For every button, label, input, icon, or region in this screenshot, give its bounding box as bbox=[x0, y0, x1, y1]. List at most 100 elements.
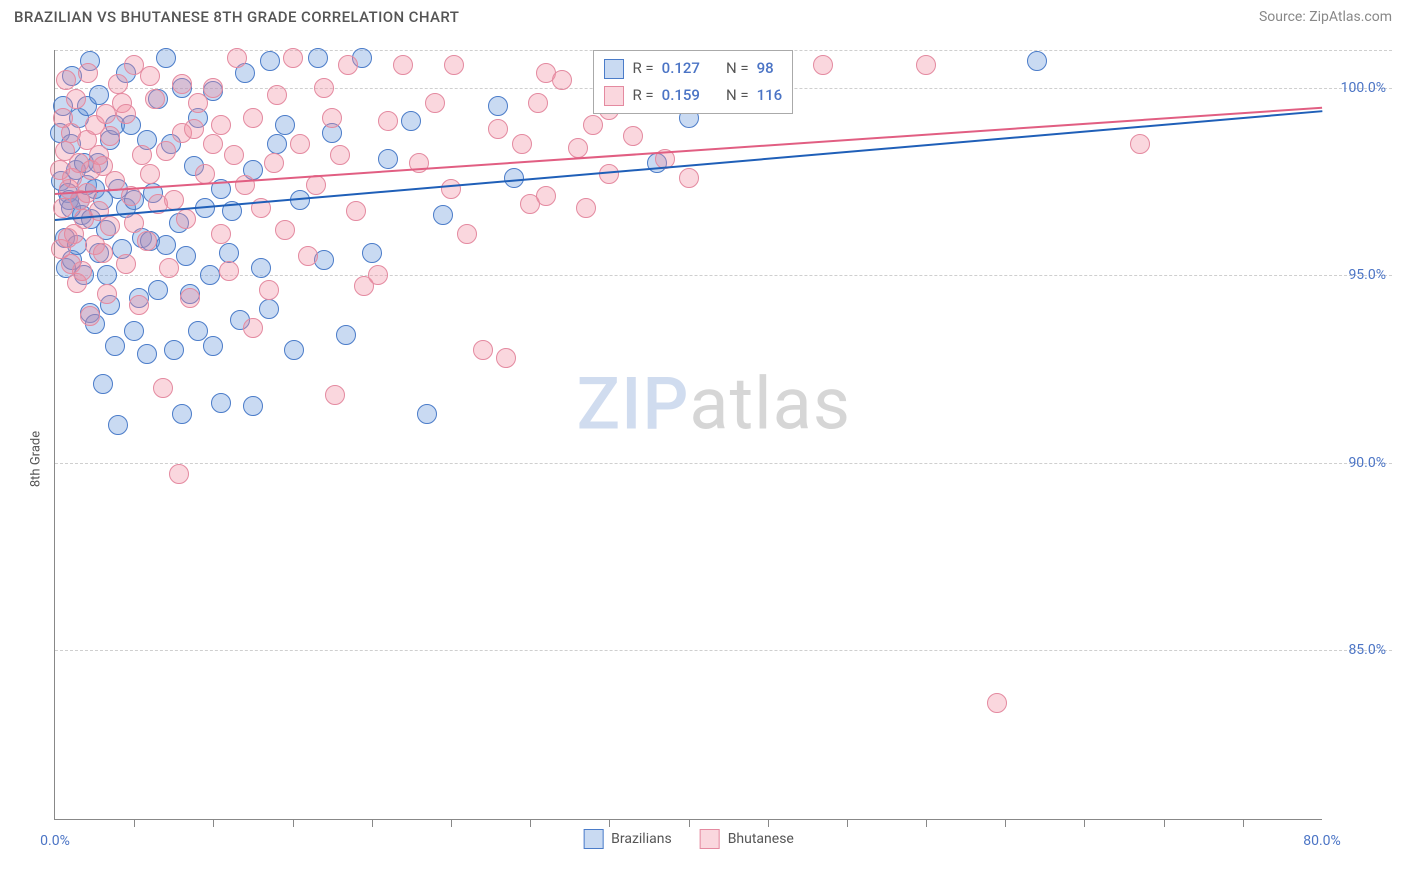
scatter-point bbox=[275, 115, 295, 135]
scatter-point bbox=[576, 198, 596, 218]
scatter-point bbox=[306, 175, 326, 195]
x-tick bbox=[293, 819, 294, 827]
scatter-point bbox=[378, 149, 398, 169]
scatter-point bbox=[259, 280, 279, 300]
scatter-point bbox=[1130, 134, 1150, 154]
scatter-point bbox=[314, 78, 334, 98]
scatter-point bbox=[172, 74, 192, 94]
legend-n-value: 98 bbox=[757, 55, 774, 82]
chart-title: BRAZILIAN VS BHUTANESE 8TH GRADE CORRELA… bbox=[14, 8, 459, 26]
legend-r-value: 0.127 bbox=[662, 55, 700, 82]
scatter-point bbox=[290, 134, 310, 154]
x-tick bbox=[1005, 819, 1006, 827]
scatter-point bbox=[97, 265, 117, 285]
scatter-point bbox=[100, 216, 120, 236]
scatter-point bbox=[188, 321, 208, 341]
x-tick bbox=[372, 819, 373, 827]
legend-series: Brazilians Bhutanese bbox=[583, 829, 794, 849]
legend-r-label: R = bbox=[632, 82, 653, 109]
scatter-point bbox=[444, 55, 464, 75]
x-tick bbox=[1243, 819, 1244, 827]
scatter-point bbox=[211, 115, 231, 135]
x-tick bbox=[609, 819, 610, 827]
scatter-point bbox=[813, 55, 833, 75]
legend-n-label: N = bbox=[726, 55, 749, 82]
scatter-point bbox=[284, 340, 304, 360]
scatter-point bbox=[362, 243, 382, 263]
scatter-point bbox=[401, 111, 421, 131]
scatter-point bbox=[188, 93, 208, 113]
scatter-point bbox=[264, 153, 284, 173]
scatter-point bbox=[176, 209, 196, 229]
x-tick bbox=[847, 819, 848, 827]
scatter-point bbox=[473, 340, 493, 360]
y-tick-label: 90.0% bbox=[1348, 455, 1386, 471]
scatter-point bbox=[89, 85, 109, 105]
scatter-point bbox=[583, 115, 603, 135]
scatter-point bbox=[56, 70, 76, 90]
x-tick-label: 80.0% bbox=[1303, 833, 1341, 849]
scatter-point bbox=[132, 145, 152, 165]
scatter-point bbox=[528, 93, 548, 113]
legend-item: Bhutanese bbox=[700, 829, 794, 849]
gridline-h bbox=[55, 463, 1392, 464]
scatter-point bbox=[552, 70, 572, 90]
scatter-point bbox=[488, 119, 508, 139]
scatter-point bbox=[219, 261, 239, 281]
x-tick bbox=[134, 819, 135, 827]
scatter-point bbox=[140, 164, 160, 184]
scatter-point bbox=[169, 464, 189, 484]
legend-swatch bbox=[604, 86, 624, 106]
scatter-point bbox=[488, 96, 508, 116]
scatter-point bbox=[393, 55, 413, 75]
scatter-point bbox=[338, 55, 358, 75]
scatter-point bbox=[172, 404, 192, 424]
scatter-point bbox=[176, 246, 196, 266]
x-tick-label: 0.0% bbox=[40, 833, 70, 849]
scatter-point bbox=[425, 93, 445, 113]
chart-container: 8th Grade ZIPatlas 85.0%90.0%95.0%100.0%… bbox=[14, 40, 1392, 878]
scatter-point bbox=[224, 145, 244, 165]
x-tick bbox=[1084, 819, 1085, 827]
scatter-point bbox=[159, 258, 179, 278]
scatter-point bbox=[148, 280, 168, 300]
scatter-point bbox=[433, 205, 453, 225]
scatter-point bbox=[116, 254, 136, 274]
legend-row: R =0.127N =98 bbox=[604, 55, 782, 82]
scatter-point bbox=[124, 213, 144, 233]
scatter-point bbox=[200, 265, 220, 285]
legend-swatch bbox=[700, 829, 720, 849]
scatter-point bbox=[78, 63, 98, 83]
legend-swatch bbox=[604, 59, 624, 79]
scatter-point bbox=[156, 141, 176, 161]
scatter-point bbox=[536, 186, 556, 206]
scatter-point bbox=[211, 393, 231, 413]
scatter-point bbox=[243, 108, 263, 128]
legend-series-label: Brazilians bbox=[611, 831, 672, 847]
scatter-point bbox=[129, 295, 149, 315]
chart-header: BRAZILIAN VS BHUTANESE 8TH GRADE CORRELA… bbox=[0, 0, 1406, 32]
scatter-point bbox=[156, 48, 176, 68]
scatter-point bbox=[322, 108, 342, 128]
scatter-point bbox=[1027, 51, 1047, 71]
scatter-point bbox=[496, 348, 516, 368]
scatter-point bbox=[153, 378, 173, 398]
scatter-point bbox=[93, 243, 113, 263]
scatter-point bbox=[568, 138, 588, 158]
scatter-point bbox=[283, 48, 303, 68]
legend-n-value: 116 bbox=[757, 82, 783, 109]
scatter-point bbox=[417, 404, 437, 424]
scatter-point bbox=[116, 104, 136, 124]
legend-correlation: R =0.127N =98R =0.159N =116 bbox=[593, 50, 793, 114]
scatter-point bbox=[679, 168, 699, 188]
scatter-point bbox=[145, 89, 165, 109]
scatter-point bbox=[512, 134, 532, 154]
scatter-point bbox=[124, 321, 144, 341]
scatter-point bbox=[267, 134, 287, 154]
scatter-point bbox=[66, 89, 86, 109]
scatter-point bbox=[504, 168, 524, 188]
scatter-point bbox=[211, 224, 231, 244]
legend-series-label: Bhutanese bbox=[728, 831, 794, 847]
y-tick-label: 100.0% bbox=[1341, 80, 1386, 96]
watermark-zip: ZIP bbox=[577, 361, 690, 446]
